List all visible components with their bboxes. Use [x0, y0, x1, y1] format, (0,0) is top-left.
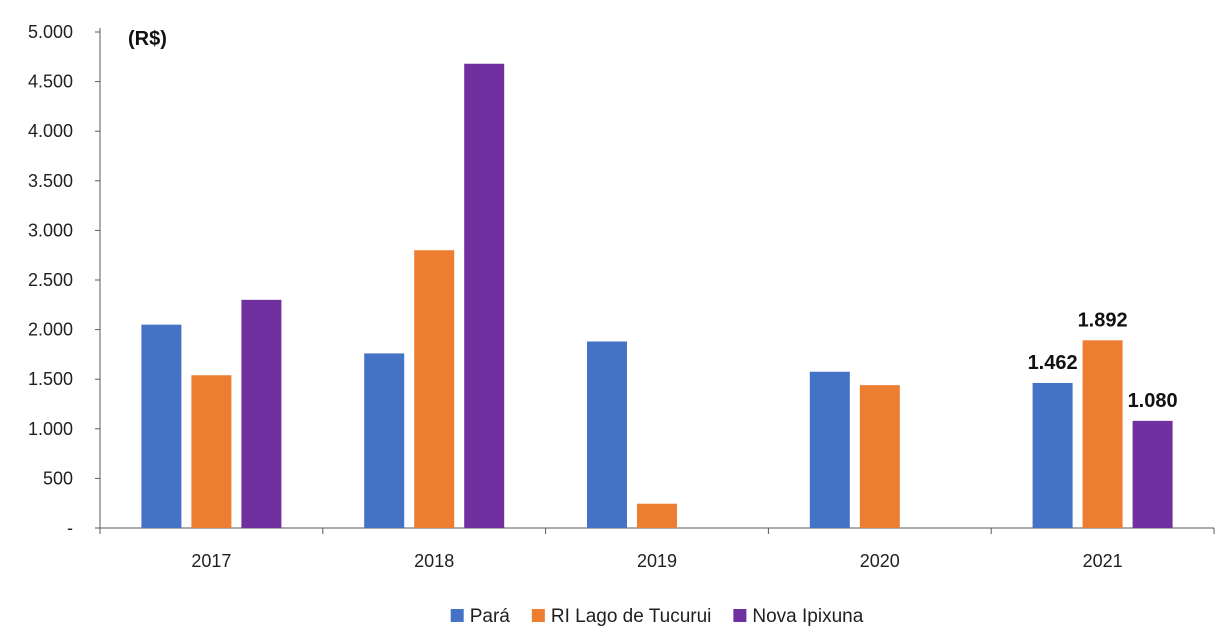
y-tick-label: 4.500: [28, 72, 73, 92]
y-tick-label: 3.000: [28, 220, 73, 240]
bar-par-2019: [587, 341, 627, 528]
bar-ri-lago-de-tucurui-2021: [1082, 340, 1123, 528]
bar-par-2018: [364, 353, 405, 528]
bar-nova-ipixuna-2018: [464, 63, 505, 529]
axis-layer: - 500 1.000 1.500 2.000 2.500 3.000 3.500 4.000 4…: [28, 22, 1215, 571]
bar-ri-lago-de-tucurui-2017: [191, 375, 232, 528]
bar-par-2021: [1032, 382, 1073, 528]
x-tick-label-2021: 2021: [1083, 551, 1123, 571]
bar-nova-ipixuna-2021: [1132, 420, 1173, 528]
x-tick-label-2019: 2019: [637, 551, 677, 571]
legend-swatch-nova-ipixuna: [733, 609, 747, 622]
legend-label-ri-lago-de-tucurui: RI Lago de Tucurui: [551, 606, 712, 627]
data-label-2021: 1.892: [1078, 309, 1128, 331]
y-unit-label: (R$): [128, 28, 167, 50]
y-tick-label: 500: [43, 468, 73, 488]
bar-par-2020: [809, 371, 850, 528]
legend-label-par: Pará: [470, 606, 511, 627]
y-tick-label: 4.000: [28, 121, 73, 141]
bar-par-2017: [141, 324, 182, 528]
legend-label-nova-ipixuna: Nova Ipixuna: [752, 606, 863, 627]
bars-layer: [141, 63, 1173, 529]
y-tick-label: 2.500: [28, 270, 73, 290]
bar-nova-ipixuna-2017: [241, 299, 282, 528]
y-tick-label: 3.500: [28, 171, 73, 191]
x-tick-label-2017: 2017: [191, 551, 231, 571]
data-label-2021: 1.462: [1028, 352, 1078, 374]
y-tick-label: 1.000: [28, 419, 73, 439]
legend-swatch-ri-lago-de-tucurui: [531, 609, 545, 622]
legend-swatch-par: [450, 609, 464, 622]
x-tick-label-2020: 2020: [860, 551, 900, 571]
y-tick-label: -: [67, 518, 73, 538]
y-tick-label: 5.000: [28, 22, 73, 42]
bar-ri-lago-de-tucurui-2020: [859, 385, 900, 528]
data-label-2021: 1.080: [1128, 390, 1178, 412]
bar-ri-lago-de-tucurui-2018: [414, 250, 455, 529]
bar-ri-lago-de-tucurui-2019: [637, 503, 677, 528]
y-tick-label: 1.500: [28, 369, 73, 389]
x-tick-label-2018: 2018: [414, 551, 454, 571]
legend: Pará RI Lago de Tucurui Nova Ipixuna: [450, 606, 864, 627]
y-tick-label: 2.000: [28, 320, 73, 340]
